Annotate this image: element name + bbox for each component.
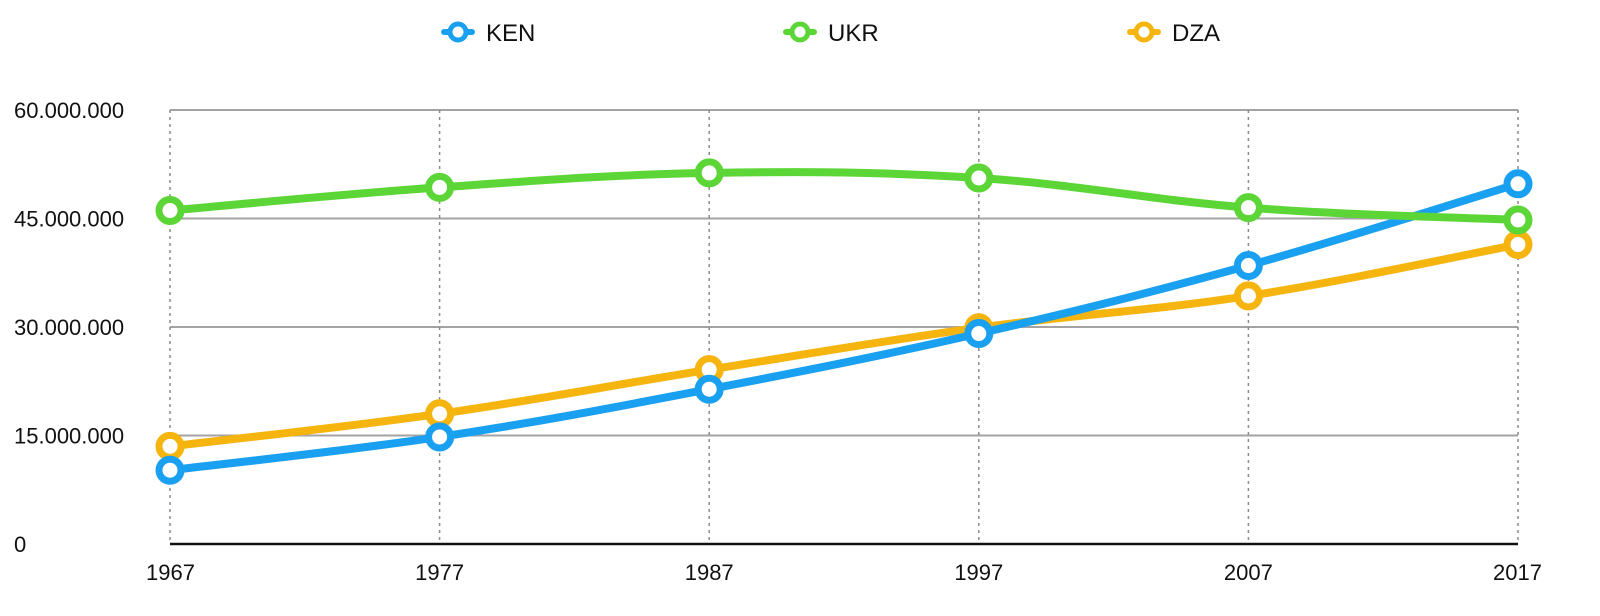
legend-label: KEN (486, 20, 535, 47)
axes: 0 15.000.000 30.000.000 45.000.000 60.000.00… (14, 98, 1542, 585)
legend-item-dza: DZA (1127, 20, 1220, 47)
y-tick-label: 30.000.000 (14, 315, 124, 340)
legend-swatch-marker (789, 21, 811, 43)
legend-swatch-marker (1133, 21, 1155, 43)
data-point-ken (1503, 169, 1533, 199)
data-point-ken (155, 455, 185, 485)
data-point-ukr (425, 172, 455, 202)
x-tick-label: 1997 (954, 560, 1003, 585)
legend-label: DZA (1172, 20, 1220, 47)
legend-label: UKR (828, 20, 879, 47)
data-point-ken (1233, 251, 1263, 281)
x-tick-label: 1987 (685, 560, 734, 585)
series-group (155, 158, 1533, 485)
data-point-ukr (155, 196, 185, 226)
legend-swatch-marker (447, 21, 469, 43)
legend: KEN UKR DZA (441, 20, 1220, 47)
grid (169, 109, 1519, 544)
data-point-dza (425, 399, 455, 429)
data-point-dza (1233, 281, 1263, 311)
y-tick-label: 60.000.000 (14, 98, 124, 123)
data-point-ken (964, 319, 994, 349)
data-point-ukr (1233, 193, 1263, 223)
y-tick-label: 45.000.000 (14, 207, 124, 232)
y-tick-label: 15.000.000 (14, 424, 124, 449)
data-point-ken (425, 422, 455, 452)
series-line-ukr (166, 168, 1522, 224)
x-tick-label: 2017 (1493, 560, 1542, 585)
x-tick-label: 2007 (1224, 560, 1273, 585)
series-line-dza (166, 240, 1522, 451)
data-point-ken (694, 374, 724, 404)
legend-item-ukr: UKR (783, 20, 879, 47)
data-point-ukr (964, 163, 994, 193)
x-tick-label: 1967 (146, 560, 195, 585)
y-tick-label: 0 (14, 532, 26, 557)
data-point-ukr (694, 158, 724, 188)
data-point-ukr (1503, 205, 1533, 235)
data-point-dza (1503, 230, 1533, 260)
series-line-ken (166, 179, 1522, 475)
legend-item-ken: KEN (441, 20, 535, 47)
x-tick-label: 1977 (415, 560, 464, 585)
data-point-dza (155, 431, 185, 461)
